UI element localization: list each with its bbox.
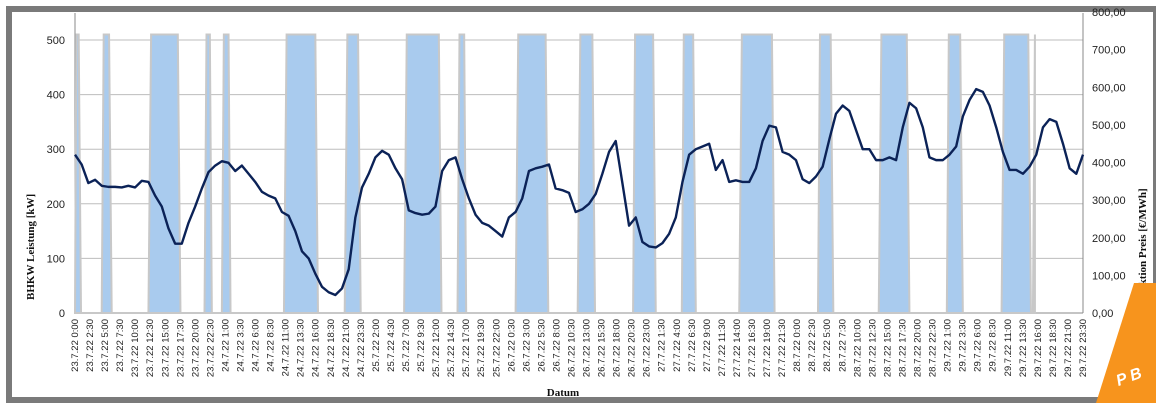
x-tick-label: 29.7.22 21:00 [1063, 319, 1074, 377]
x-tick-label: 23.7.22 2:30 [85, 319, 96, 372]
y-tick-right: 300,00 [1092, 195, 1126, 207]
x-tick-label: 27.7.22 4:00 [672, 319, 683, 372]
x-tick-label: 27.7.22 19:00 [762, 319, 773, 377]
x-tick-label: 25.7.22 19:30 [476, 319, 487, 377]
x-tick-label: 24.7.22 6:00 [251, 319, 262, 372]
brand-badge: P B [1096, 283, 1156, 403]
y-axis-left: 0 100 200 300 400 500 [47, 35, 65, 320]
y-tick-right: 0,00 [1092, 308, 1113, 320]
x-tick-label: 26.7.22 3:00 [521, 319, 532, 372]
x-axis: 23.7.22 0:00 23.7.22 2:30 23.7.22 5:00 23.7… [70, 319, 1089, 377]
x-tick-label: 23.7.22 22:30 [205, 319, 216, 377]
x-tick-label: 25.7.22 17:00 [461, 319, 472, 377]
x-tick-label: 27.7.22 14:00 [732, 319, 743, 377]
x-tick-label: 23.7.22 12:30 [145, 319, 156, 377]
y-tick-right: 500,00 [1092, 120, 1126, 132]
x-tick-label: 28.7.22 22:30 [928, 319, 939, 377]
y-tick-left: 0 [59, 308, 65, 320]
x-tick-label: 27.7.22 1:30 [657, 319, 668, 372]
x-tick-label: 27.7.22 21:30 [777, 319, 788, 377]
power-series [74, 87, 1085, 297]
x-tick-label: 27.7.22 6:30 [687, 319, 698, 372]
y-axis-left-title: BHKW Leistung [kW] [25, 194, 37, 300]
x-tick-label: 24.7.22 1:00 [220, 319, 231, 372]
y-axis-right: 0,00 100,00 200,00 300,00 400,00 500,00 600,00… [1092, 7, 1126, 320]
x-tick-label: 25.7.22 7:00 [401, 319, 412, 372]
x-tick-label: 28.7.22 7:30 [837, 319, 848, 372]
x-tick-label: 23.7.22 5:00 [100, 319, 111, 372]
y-tick-right: 700,00 [1092, 45, 1126, 57]
y-tick-left: 100 [47, 253, 65, 265]
x-tick-label: 26.7.22 5:30 [536, 319, 547, 372]
x-tick-label: 29.7.22 8:30 [988, 319, 999, 372]
x-tick-label: 29.7.22 13:30 [1018, 319, 1029, 377]
x-tick-label: 28.7.22 17:30 [897, 319, 908, 377]
y-tick-right: 100,00 [1092, 270, 1126, 282]
x-tick-label: 24.7.22 13:30 [296, 319, 307, 377]
x-tick-label: 23.7.22 0:00 [70, 319, 81, 372]
y-tick-left: 200 [47, 199, 65, 211]
x-tick-label: 24.7.22 3:30 [235, 319, 246, 372]
x-tick-label: 27.7.22 11:30 [717, 319, 728, 376]
x-tick-label: 23.7.22 10:00 [130, 319, 141, 377]
x-tick-label: 28.7.22 12:30 [867, 319, 878, 377]
x-tick-label: 29.7.22 1:00 [943, 319, 954, 372]
x-tick-label: 23.7.22 15:00 [160, 319, 171, 377]
y-tick-left: 300 [47, 144, 65, 156]
x-tick-label: 26.7.22 0:30 [506, 319, 517, 372]
badge-shape [1096, 283, 1156, 403]
x-tick-label: 25.7.22 14:30 [446, 319, 457, 377]
x-tick-label: 28.7.22 20:00 [913, 319, 924, 377]
x-tick-label: 28.7.22 15:00 [882, 319, 893, 377]
x-tick-label: 28.7.22 5:00 [822, 319, 833, 372]
x-tick-label: 24.7.22 16:00 [311, 319, 322, 377]
y-tick-right: 400,00 [1092, 158, 1126, 170]
x-tick-label: 29.7.22 16:00 [1033, 319, 1044, 377]
x-tick-label: 28.7.22 0:00 [792, 319, 803, 372]
x-tick-label: 29.7.22 23:30 [1078, 319, 1089, 377]
y-tick-left: 500 [47, 35, 65, 47]
x-tick-label: 26.7.22 13:00 [582, 319, 593, 377]
x-tick-label: 24.7.22 23:30 [356, 319, 367, 377]
x-tick-label: 29.7.22 6:00 [973, 319, 984, 372]
x-tick-label: 23.7.22 20:00 [190, 319, 201, 377]
x-tick-label: 24.7.22 18:30 [326, 319, 337, 377]
price-area [73, 33, 1036, 314]
y-tick-right: 600,00 [1092, 82, 1126, 94]
x-tick-label: 26.7.22 10:30 [566, 319, 577, 377]
x-tick-label: 25.7.22 4:30 [386, 319, 397, 372]
x-tick-label: 23.7.22 17:30 [175, 319, 186, 377]
x-tick-label: 29.7.22 3:30 [958, 319, 969, 372]
x-axis-title: Datum [547, 387, 579, 399]
x-tick-label: 28.7.22 2:30 [807, 319, 818, 372]
x-tick-label: 24.7.22 8:30 [266, 319, 277, 372]
x-tick-label: 27.7.22 9:00 [702, 319, 713, 372]
y-tick-right: 800,00 [1092, 7, 1126, 19]
x-tick-label: 25.7.22 12:00 [431, 319, 442, 377]
x-tick-label: 25.7.22 9:30 [416, 319, 427, 372]
x-tick-label: 25.7.22 2:00 [371, 319, 382, 372]
x-tick-label: 26.7.22 15:30 [597, 319, 608, 377]
x-tick-label: 26.7.22 23:00 [642, 319, 653, 377]
price-series [73, 33, 1036, 314]
x-tick-label: 29.7.22 18:30 [1048, 319, 1059, 377]
power-line [74, 87, 1085, 297]
y-tick-right: 200,00 [1092, 233, 1126, 245]
x-tick-label: 29.7.22 11:00 [1003, 319, 1014, 376]
x-tick-label: 25.7.22 22:00 [491, 319, 502, 377]
x-tick-label: 28.7.22 10:00 [852, 319, 863, 377]
x-tick-label: 23.7.22 7:30 [115, 319, 126, 372]
y-tick-left: 400 [47, 90, 65, 102]
x-tick-label: 26.7.22 20:30 [627, 319, 638, 377]
x-tick-label: 24.7.22 21:00 [341, 319, 352, 377]
x-tick-label: 27.7.22 16:30 [747, 319, 758, 377]
x-tick-label: 26.7.22 8:00 [551, 319, 562, 372]
x-tick-label: 24.7.22 11:00 [281, 319, 292, 376]
x-tick-label: 26.7.22 18:00 [612, 319, 623, 377]
